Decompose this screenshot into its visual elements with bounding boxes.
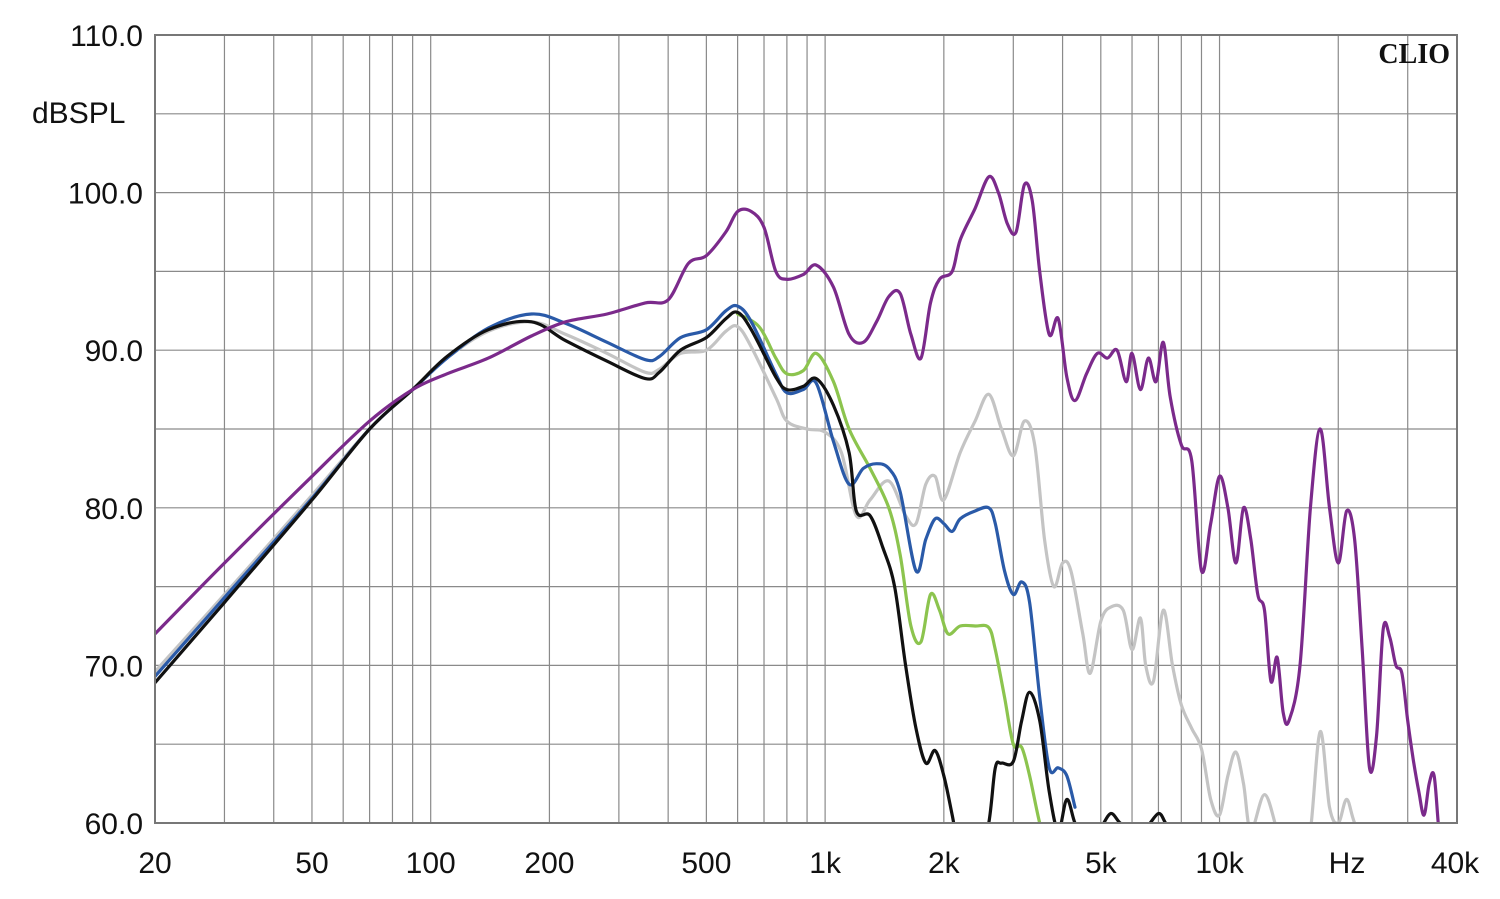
series-line-1 xyxy=(155,320,1357,823)
y-tick-label: 100.0 xyxy=(68,178,143,211)
x-tick-label: 5k xyxy=(1085,847,1118,880)
x-tick-label: 10k xyxy=(1195,847,1244,880)
x-tick-label: 50 xyxy=(295,847,328,880)
series-line-5 xyxy=(155,174,1440,823)
x-tick-label: 500 xyxy=(681,847,731,880)
tick-labels: 110.0 100.0 90.0 80.0 70.0 60.0 20 50 100 200 500 1… xyxy=(68,20,1480,880)
y-tick-label: 60.0 xyxy=(85,808,143,841)
x-tick-label: 100 xyxy=(406,847,456,880)
x-tick-label: 20 xyxy=(138,847,171,880)
x-tick-label: 2k xyxy=(928,847,961,880)
plot-frame xyxy=(154,34,1458,824)
x-tick-label: 40k xyxy=(1431,847,1480,880)
series-line-4 xyxy=(155,310,1168,823)
series-layer xyxy=(155,174,1440,823)
y-axis-label: dBSPL xyxy=(32,97,125,130)
clio-logo: CLIO xyxy=(1378,39,1450,70)
y-tick-label: 110.0 xyxy=(70,20,143,53)
series-line-2 xyxy=(736,312,1042,823)
y-tick-label: 80.0 xyxy=(85,493,143,526)
x-tick-label: 200 xyxy=(524,847,574,880)
y-tick-label: 70.0 xyxy=(85,650,143,683)
x-tick-label: 1k xyxy=(809,847,842,880)
series-line-3 xyxy=(155,303,1077,809)
y-tick-label: 90.0 xyxy=(85,335,143,368)
x-axis-label: Hz xyxy=(1329,847,1366,880)
